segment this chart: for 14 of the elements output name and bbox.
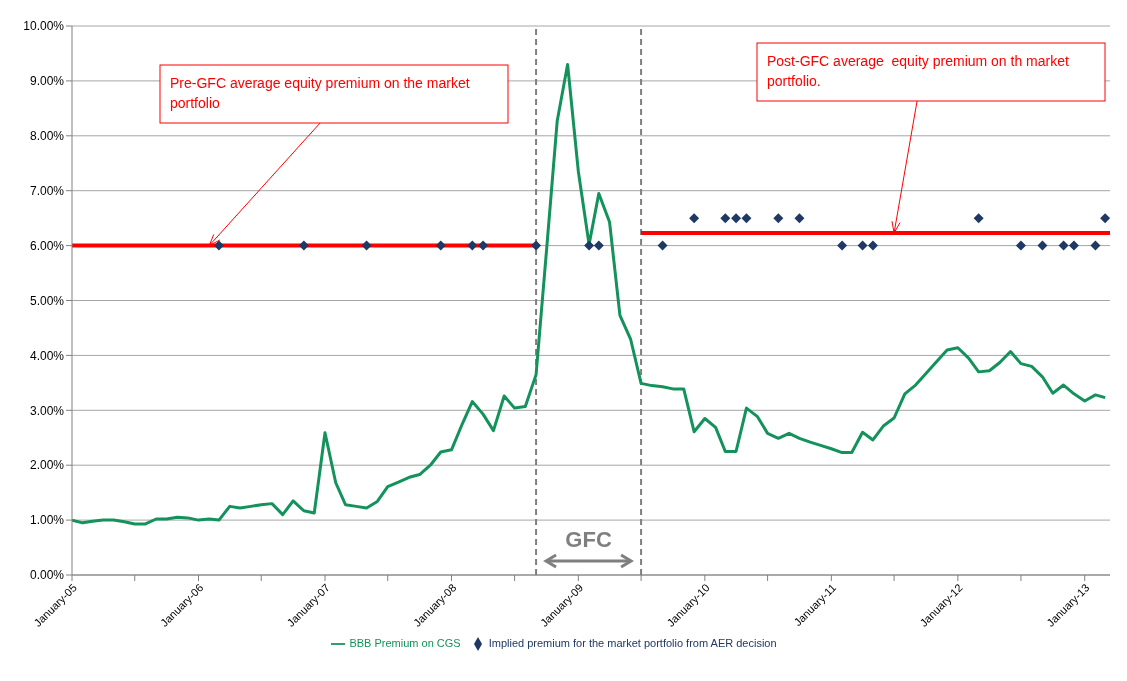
y-tick-label: 3.00% [29,403,65,418]
y-tick-label: 5.00% [29,293,65,308]
y-tick-label: 9.00% [29,74,65,89]
y-tick-label: 6.00% [29,238,65,253]
annotation: GFC [565,527,612,552]
y-tick-label: 8.00% [29,129,65,144]
y-tick-label: 2.00% [29,458,65,473]
legend-label: BBB Premium on CGS [349,637,461,649]
y-tick-label: 10.00% [23,19,65,34]
y-tick-label: 7.00% [29,183,65,198]
legend-label: Implied premium for the market portfolio from AER decision [488,637,777,649]
y-tick-label: 0.00% [29,568,65,583]
y-tick-label: 1.00% [29,513,65,528]
y-tick-label: 4.00% [29,348,65,363]
